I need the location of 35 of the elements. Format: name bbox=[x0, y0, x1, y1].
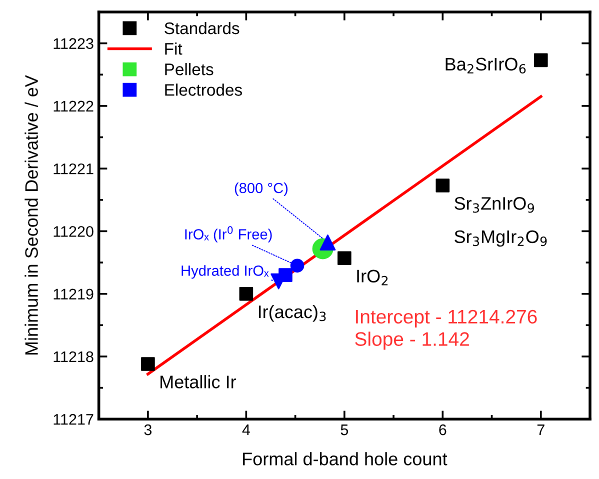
annotation: Ir(acac)$_{3}$ bbox=[258, 304, 326, 322]
annotation: Intercept - 11214.276 Slope - 1.142 bbox=[355, 310, 537, 350]
annotation: IrOₓ (Ir$^{0}$ Free) bbox=[185, 226, 272, 242]
legend-label: Fit bbox=[165, 42, 182, 55]
point bbox=[338, 251, 352, 266]
point bbox=[290, 258, 304, 273]
y-tick-label: 11218 bbox=[54, 351, 94, 362]
legend-label: Pellets bbox=[165, 63, 214, 76]
x-tick-label: 3 bbox=[144, 424, 152, 436]
annotation: Metallic Ir bbox=[160, 375, 236, 388]
y-tick-label: 11217 bbox=[54, 414, 94, 425]
y-tick-label: 11222 bbox=[54, 100, 94, 112]
annotation: Hydrated IrOₓ bbox=[182, 265, 269, 279]
y-tick-label: 11221 bbox=[54, 163, 94, 174]
annotation: Ba$_{2}$SrIrO$_{6}$ bbox=[446, 58, 526, 74]
x-tick-label: 6 bbox=[439, 424, 446, 436]
x-axis-title: Formal d-band hole count bbox=[243, 452, 448, 466]
legend-label: Electrodes bbox=[165, 84, 242, 96]
point bbox=[239, 286, 254, 301]
x-tick-label: 4 bbox=[242, 424, 250, 436]
annotation: Sr$_{3}$MgIr$_{2}$O$_{9}$ bbox=[454, 230, 547, 247]
y-tick-label: 11219 bbox=[54, 288, 94, 300]
y-tick-label: 11220 bbox=[54, 226, 94, 237]
annotation: (800 °C) bbox=[234, 182, 288, 196]
point bbox=[534, 53, 548, 68]
point bbox=[141, 357, 155, 371]
y-tick-label: 11223 bbox=[54, 38, 94, 49]
legend-label: Standards bbox=[164, 22, 240, 34]
x-tick-label: 5 bbox=[340, 424, 348, 436]
point bbox=[278, 268, 292, 282]
annotation: IrO$_{2}$ bbox=[357, 270, 388, 286]
point bbox=[436, 178, 450, 192]
y-axis-title: Minimum in Second Derivative / eV bbox=[24, 75, 38, 355]
x-tick-label: 7 bbox=[537, 424, 544, 436]
annotation: Sr$_{3}$ZnIrO$_{9}$ bbox=[454, 197, 534, 213]
